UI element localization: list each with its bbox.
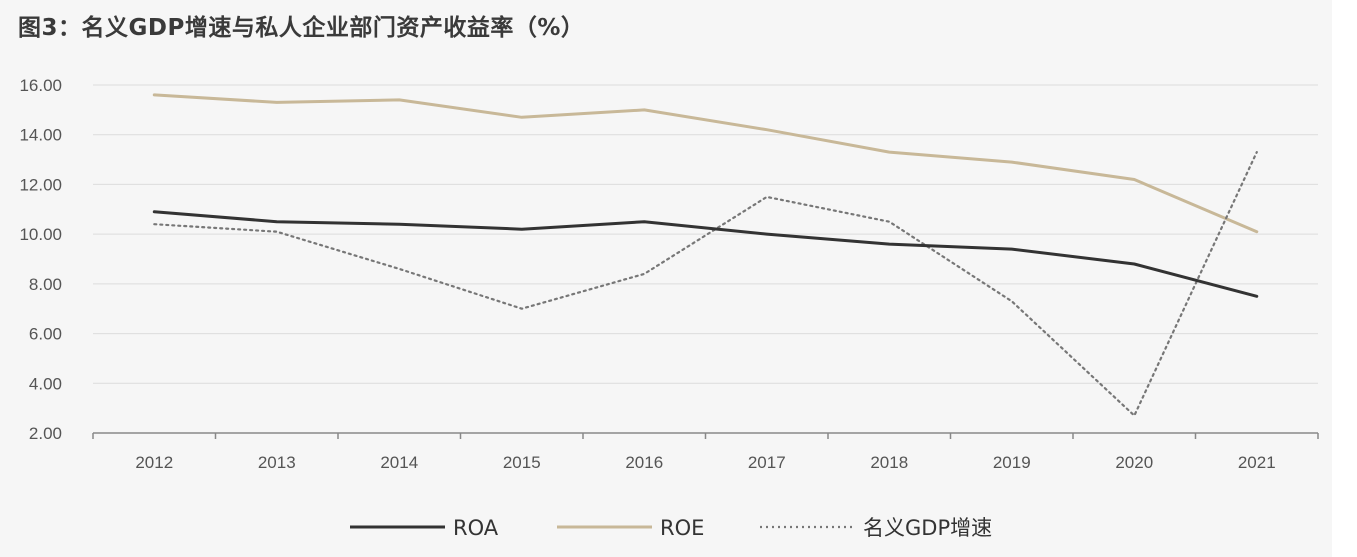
y-tick-label: 8.00 [29,275,62,294]
y-tick-label: 10.00 [19,225,62,244]
y-tick-label: 12.00 [19,175,62,194]
y-tick-label: 6.00 [29,325,62,344]
y-tick-label: 4.00 [29,374,62,393]
y-tick-label: 2.00 [29,424,62,443]
gridlines [93,84,1318,384]
x-tick-label: 2013 [258,453,296,472]
x-axis-labels: 2012 2013 2014 2015 2016 2017 2018 2019 2020 2021 [135,453,1275,472]
x-tick-label: 2018 [870,453,908,472]
x-axis [92,432,1319,439]
series-line-1 [152,93,1259,234]
x-tick-label: 2019 [993,453,1031,472]
series-lines [152,93,1259,417]
x-tick-label: 2015 [503,453,541,472]
x-tick-label: 2017 [748,453,786,472]
y-axis-labels: 2.00 4.00 6.00 8.00 10.00 12.00 14.00 16.00 [19,76,62,443]
x-tick-label: 2012 [135,453,173,472]
legend-label: ROE [660,516,704,540]
y-tick-label: 14.00 [19,126,62,145]
series-line-2 [153,151,1258,417]
chart-title: 图3：名义GDP增速与私人企业部门资产收益率（%） [18,15,585,41]
x-tick-label: 2021 [1238,453,1276,472]
x-tick-label: 2020 [1115,453,1153,472]
legend: ROA ROE 名义GDP增速 [350,516,992,540]
x-tick-label: 2016 [625,453,663,472]
legend-label: 名义GDP增速 [863,516,992,540]
y-tick-label: 16.00 [19,76,62,95]
series-line-0 [152,210,1259,298]
x-tick-label: 2014 [380,453,418,472]
legend-label: ROA [453,516,499,540]
